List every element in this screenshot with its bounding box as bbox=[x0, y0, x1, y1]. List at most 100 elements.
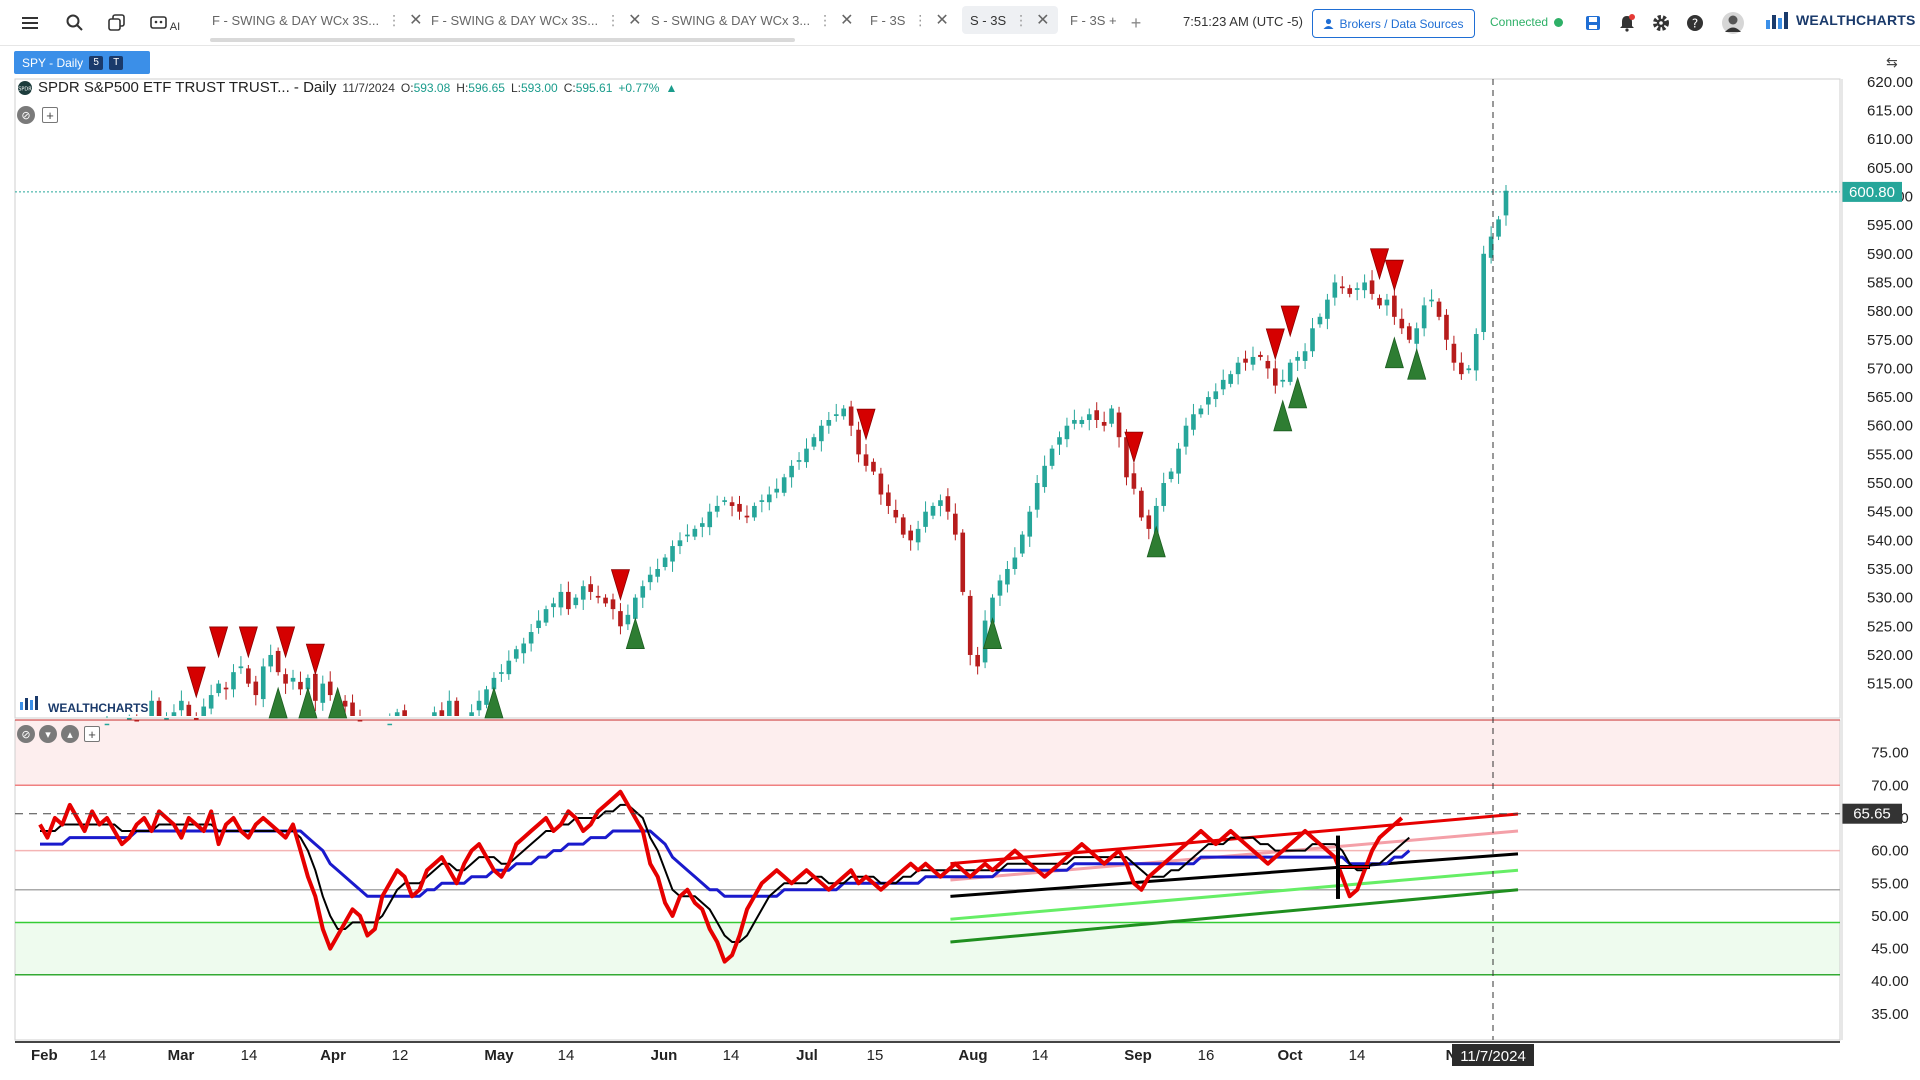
layouts-icon[interactable] bbox=[104, 10, 130, 36]
price-tick-label: 620.00 bbox=[1867, 74, 1913, 91]
x-tick-label: Jun bbox=[651, 1047, 678, 1064]
more-icon[interactable]: ⋮ bbox=[913, 11, 928, 28]
price-tick-label: 540.00 bbox=[1867, 532, 1913, 549]
candle-body bbox=[766, 494, 772, 503]
buy-signal-arrow bbox=[625, 617, 645, 649]
tab-1[interactable]: F - SWING & DAY WCx 3S... ⋮ ✕ bbox=[204, 6, 431, 34]
x-tick-label: 12 bbox=[392, 1047, 409, 1064]
rsi-line bbox=[38, 789, 1404, 964]
x-tick-label: Aug bbox=[958, 1047, 987, 1064]
add-indicator-icon[interactable]: + bbox=[42, 107, 58, 123]
price-tick-label: 580.00 bbox=[1867, 303, 1913, 320]
x-tick-label: 14 bbox=[1349, 1047, 1366, 1064]
candle-body bbox=[960, 532, 966, 592]
legend-o-label: O: bbox=[400, 80, 414, 95]
fit-screen-icon[interactable]: ⇆ bbox=[1886, 54, 1898, 70]
help-icon[interactable]: ? bbox=[1682, 10, 1708, 36]
candle-body bbox=[506, 660, 512, 675]
candle-body bbox=[566, 591, 571, 610]
candle-body bbox=[1332, 282, 1338, 298]
legend-name: SPDR S&P500 ETF TRUST TRUST... - Daily bbox=[38, 79, 337, 96]
x-tick-label: 14 bbox=[558, 1047, 575, 1064]
x-tick-label: N bbox=[1446, 1047, 1457, 1064]
price-tick-label: 550.00 bbox=[1867, 475, 1913, 492]
legend-low: 593.00 bbox=[521, 80, 558, 95]
rsi-trendline bbox=[950, 812, 1519, 866]
tab-scrollbar[interactable] bbox=[210, 38, 795, 42]
ai-assistant-icon[interactable]: AI bbox=[148, 10, 182, 36]
rsi-tick-label: 45.00 bbox=[1871, 941, 1909, 958]
hide-pane-icon[interactable]: ⊘ bbox=[17, 725, 35, 743]
candle-body bbox=[1094, 410, 1100, 420]
ai-label: AI bbox=[169, 21, 181, 33]
buy-signal-arrow bbox=[328, 686, 348, 719]
candle-body bbox=[1116, 412, 1122, 438]
candle-body bbox=[618, 611, 623, 627]
move-up-icon[interactable]: ▴ bbox=[61, 725, 79, 743]
candle-body bbox=[670, 546, 675, 562]
tab-4[interactable]: F - 3S ⋮ ✕ bbox=[862, 6, 957, 34]
price-tick-label: 610.00 bbox=[1867, 131, 1913, 148]
hide-icon[interactable]: ⊘ bbox=[17, 106, 35, 124]
close-icon[interactable]: ✕ bbox=[1036, 12, 1050, 29]
rsi-tick-label: 70.00 bbox=[1871, 777, 1909, 794]
candle-body bbox=[1124, 437, 1129, 478]
candle-body bbox=[342, 700, 348, 707]
close-icon[interactable]: ✕ bbox=[935, 12, 949, 29]
candle-body bbox=[1362, 282, 1367, 291]
close-icon[interactable]: ✕ bbox=[628, 12, 642, 29]
brand-name: WEALTHCHARTS bbox=[1796, 12, 1916, 28]
spdr-logo-icon: SPDR bbox=[18, 80, 32, 95]
bell-icon[interactable] bbox=[1614, 10, 1640, 36]
more-icon[interactable]: ⋮ bbox=[1014, 11, 1029, 28]
rsi-tick-label: 75.00 bbox=[1871, 745, 1909, 762]
rsi-trendline bbox=[950, 852, 1519, 898]
avatar[interactable] bbox=[1720, 10, 1746, 36]
tab-2[interactable]: F - SWING & DAY WCx 3S... ⋮ ✕ bbox=[423, 6, 650, 34]
candle-body bbox=[1012, 557, 1018, 569]
rsi-tick-label: 60.00 bbox=[1871, 843, 1909, 860]
candle-body bbox=[625, 614, 631, 625]
symbol-badge[interactable]: SPY - Daily 5 T bbox=[14, 51, 150, 74]
more-icon[interactable]: ⋮ bbox=[387, 11, 402, 28]
candle-body bbox=[201, 706, 207, 716]
add-pane-indicator-icon[interactable]: + bbox=[84, 726, 100, 742]
price-tick-label: 605.00 bbox=[1867, 160, 1913, 177]
candle-body bbox=[1481, 253, 1486, 333]
candle-body bbox=[357, 720, 363, 722]
candle-body bbox=[1302, 351, 1308, 361]
more-icon[interactable]: ⋮ bbox=[818, 11, 833, 28]
buy-signal-arrow bbox=[268, 686, 288, 719]
legend-change: +0.77% bbox=[618, 80, 660, 95]
price-tick-label: 515.00 bbox=[1867, 676, 1913, 693]
candle-body bbox=[1183, 425, 1189, 447]
gear-icon[interactable] bbox=[1648, 10, 1674, 36]
candle-body bbox=[722, 500, 727, 502]
tab-1-label: F - SWING & DAY WCx 3S... bbox=[212, 12, 380, 28]
candle-body bbox=[231, 672, 236, 690]
more-icon[interactable]: ⋮ bbox=[606, 11, 621, 28]
rsi-tick-label: 35.00 bbox=[1871, 1006, 1909, 1023]
candle-body bbox=[476, 700, 482, 711]
buy-signal-arrow bbox=[1384, 336, 1404, 369]
candle-body bbox=[886, 492, 891, 506]
menu-icon[interactable] bbox=[18, 10, 44, 36]
tab-5[interactable]: S - 3S ⋮ ✕ bbox=[962, 6, 1058, 34]
save-icon[interactable] bbox=[1580, 10, 1606, 36]
tab-6[interactable]: F - 3S + bbox=[1062, 6, 1125, 34]
candle-body bbox=[923, 511, 928, 527]
close-icon[interactable]: ✕ bbox=[840, 12, 854, 29]
candle-body bbox=[216, 683, 221, 694]
price-tick-label: 590.00 bbox=[1867, 246, 1913, 263]
move-down-icon[interactable]: ▾ bbox=[39, 725, 57, 743]
brokers-button[interactable]: Brokers / Data Sources bbox=[1312, 9, 1475, 38]
tab-3[interactable]: S - SWING & DAY WCx 3... ⋮ ✕ bbox=[643, 6, 862, 34]
sell-signal-arrow bbox=[856, 408, 876, 441]
add-tab-icon[interactable]: + bbox=[1130, 12, 1142, 33]
candle-body bbox=[915, 528, 921, 543]
badge-1: 5 bbox=[89, 55, 104, 70]
close-icon[interactable]: ✕ bbox=[409, 12, 423, 29]
candle-body bbox=[1444, 314, 1449, 340]
search-icon[interactable] bbox=[62, 10, 88, 36]
